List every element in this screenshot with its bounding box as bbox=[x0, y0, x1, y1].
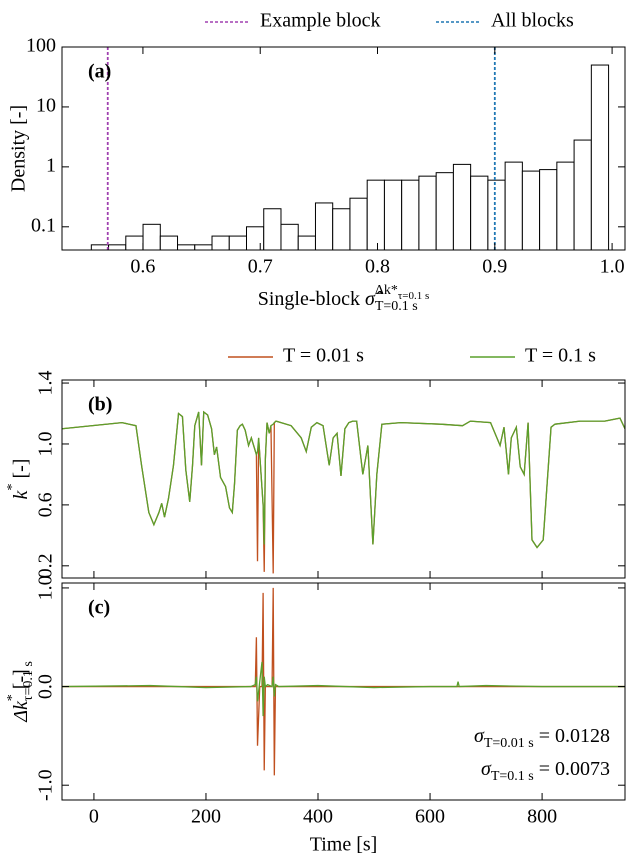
bar bbox=[366, 179, 385, 250]
bar bbox=[245, 226, 265, 250]
series-line bbox=[62, 661, 625, 717]
annotation: σT=0.1 s = 0.0073 bbox=[481, 758, 610, 785]
panel-label: (a) bbox=[88, 61, 111, 83]
bar bbox=[487, 179, 506, 250]
label-part: k bbox=[10, 489, 32, 499]
bar bbox=[539, 169, 558, 250]
label-part: = 0.0073 bbox=[539, 758, 610, 780]
bar bbox=[177, 244, 196, 250]
label-part: T=0.1 s bbox=[491, 769, 534, 784]
axes-frame bbox=[61, 582, 626, 801]
x-tick-label: 0.6 bbox=[130, 256, 155, 278]
label-part: σ bbox=[481, 758, 492, 780]
bar bbox=[418, 175, 437, 250]
bar bbox=[159, 235, 179, 250]
x-tick-label: 200 bbox=[191, 806, 221, 828]
x-tick-label: 0.9 bbox=[482, 256, 507, 278]
label-part: [-] bbox=[10, 669, 32, 689]
plot-area bbox=[90, 47, 610, 250]
y-tick-label: 1.4 bbox=[35, 371, 57, 396]
bar bbox=[401, 179, 420, 250]
label-part: τ=0.1 s bbox=[21, 661, 36, 701]
x-tick-label: 600 bbox=[415, 806, 445, 828]
series-line bbox=[62, 410, 625, 574]
bar bbox=[280, 223, 299, 250]
label-part: τ=0.1 s bbox=[398, 290, 429, 302]
label-part: T=0.1 s bbox=[375, 299, 418, 314]
bar bbox=[194, 244, 213, 250]
x-tick-label: 0.7 bbox=[248, 256, 273, 278]
bar bbox=[108, 244, 127, 250]
bar bbox=[125, 235, 144, 250]
bar bbox=[349, 197, 368, 250]
panel-label: (c) bbox=[88, 597, 110, 619]
x-tick-label: 0.8 bbox=[365, 256, 390, 278]
y-tick-label: 0.0 bbox=[35, 674, 57, 699]
bar bbox=[435, 172, 454, 250]
label-part: = 0.0128 bbox=[539, 725, 610, 747]
y-tick-label: 1.0 bbox=[35, 575, 57, 600]
plot-area bbox=[62, 410, 625, 574]
y-tick-label: 100 bbox=[26, 35, 56, 57]
bar bbox=[297, 235, 316, 250]
series-line bbox=[62, 587, 625, 776]
bar bbox=[556, 161, 575, 250]
y-axis-label: k* [-] bbox=[5, 459, 31, 500]
plot-area bbox=[62, 587, 625, 776]
y-axis-label: Δkτ=0.1 s* [-] bbox=[5, 661, 36, 723]
label-part: Δk bbox=[10, 700, 32, 723]
bar bbox=[332, 208, 351, 250]
label-part: Single-block bbox=[258, 288, 360, 310]
bar bbox=[228, 235, 247, 250]
x-tick-label: 800 bbox=[527, 806, 557, 828]
y-tick-label: 1.0 bbox=[35, 431, 57, 456]
bar bbox=[452, 163, 472, 250]
bar bbox=[470, 175, 489, 250]
x-axis-label: Time [s] bbox=[310, 834, 378, 856]
x-tick-label: 0 bbox=[89, 806, 99, 828]
bar bbox=[521, 170, 541, 250]
label-part: T=0.01 s bbox=[484, 736, 534, 751]
bar bbox=[142, 223, 161, 250]
bar bbox=[573, 139, 592, 250]
y-tick-label: 10 bbox=[36, 95, 56, 117]
y-tick-label: 0.1 bbox=[31, 214, 56, 236]
bar bbox=[263, 208, 282, 250]
panel-label: (b) bbox=[88, 394, 112, 416]
y-tick-label: 0.6 bbox=[35, 492, 57, 517]
x-axis-label: Single-block σ̂T=0.1 sΔk*τ=0.1 s bbox=[258, 283, 430, 314]
axes-frame bbox=[61, 46, 626, 251]
axes-frame bbox=[61, 379, 626, 579]
y-tick-label: -1.0 bbox=[35, 769, 57, 801]
legend-label: All blocks bbox=[491, 10, 574, 32]
y-axis-label: Density [-] bbox=[8, 105, 30, 192]
label-part: Δk* bbox=[375, 283, 398, 298]
label-part: * bbox=[5, 694, 20, 701]
label-part: [-] bbox=[10, 459, 32, 479]
label-part: * bbox=[5, 484, 20, 491]
legend-label: T = 0.1 s bbox=[525, 345, 596, 367]
y-tick-label: 0.2 bbox=[35, 553, 57, 578]
x-tick-label: 400 bbox=[303, 806, 333, 828]
bar bbox=[314, 202, 334, 250]
legend-label: Example block bbox=[260, 10, 381, 32]
bar bbox=[211, 235, 230, 250]
x-tick-label: 1.0 bbox=[600, 256, 625, 278]
series-line bbox=[62, 410, 625, 549]
bar bbox=[383, 179, 403, 250]
legend-label: T = 0.01 s bbox=[283, 345, 364, 367]
bar bbox=[504, 161, 523, 250]
annotation: σT=0.01 s = 0.0128 bbox=[474, 725, 610, 752]
label-part: σ bbox=[474, 725, 485, 747]
bar bbox=[590, 64, 610, 250]
y-tick-label: 1 bbox=[46, 154, 56, 176]
bar bbox=[90, 244, 110, 250]
